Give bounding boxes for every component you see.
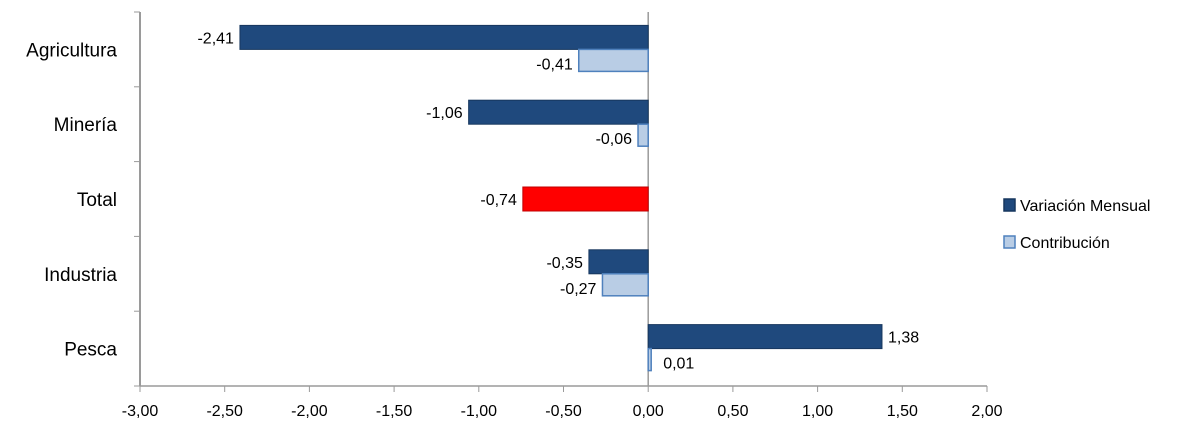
- data-label-variacion-mensual: -0,35: [546, 255, 583, 272]
- x-tick-label: -2,00: [291, 403, 328, 420]
- bars-layer: [239, 24, 883, 372]
- data-label-contribucion: -0,27: [560, 281, 597, 298]
- x-tick-label: 2,00: [971, 403, 1002, 420]
- bar-variacion-mensual: [239, 24, 649, 50]
- x-tick-label: 1,50: [887, 403, 918, 420]
- category-label: Pesca: [64, 340, 117, 361]
- data-label-contribucion: -0,41: [536, 56, 573, 73]
- bar-total: [522, 186, 649, 212]
- data-label-variacion-mensual: -2,41: [197, 30, 234, 47]
- x-tick-label: -2,50: [206, 403, 243, 420]
- data-label-contribucion: -0,06: [596, 131, 633, 148]
- bar-contribucion: [601, 273, 649, 297]
- data-label-contribucion: 0,01: [663, 356, 694, 373]
- legend-contribucion-label: Contribución: [1020, 235, 1110, 252]
- bar-contribucion: [637, 123, 649, 147]
- data-label-variacion-mensual: 1,38: [888, 330, 919, 347]
- labels-layer: Agricultura Minería Total Industria Pesca -2,…: [26, 30, 919, 372]
- data-label-variacion-mensual: -1,06: [426, 105, 463, 122]
- legend-variacion-mensual-label: Variación Mensual: [1020, 198, 1150, 215]
- bar-variacion-mensual: [647, 324, 883, 350]
- x-tick-label: -3,00: [122, 403, 159, 420]
- x-tick-label: 1,00: [802, 403, 833, 420]
- x-tick-label: -0,50: [545, 403, 582, 420]
- data-label-variacion-mensual: -0,74: [480, 192, 517, 209]
- bar-contribucion: [647, 347, 652, 372]
- x-tick-label: -1,50: [376, 403, 413, 420]
- bar-variacion-mensual: [588, 249, 649, 275]
- x-tick-label: 0,00: [633, 403, 664, 420]
- x-tick-label: 0,50: [717, 403, 748, 420]
- category-label: Agricultura: [26, 40, 117, 61]
- legend-variacion-mensual-swatch: [1003, 198, 1016, 212]
- bar-variacion-mensual: [468, 99, 649, 125]
- category-label: Minería: [54, 115, 118, 136]
- legend-contribucion-swatch: [1003, 235, 1016, 249]
- category-label: Industria: [44, 265, 117, 286]
- bar-contribucion: [577, 48, 649, 73]
- legend: Variación Mensual Contribución: [1003, 198, 1150, 252]
- category-label: Total: [77, 190, 117, 211]
- axis-layer: -3,00 -2,50 -2,00 -1,50 -1,00 -0,50 0,00 0,50 1,…: [122, 11, 1003, 420]
- x-tick-label: -1,00: [461, 403, 498, 420]
